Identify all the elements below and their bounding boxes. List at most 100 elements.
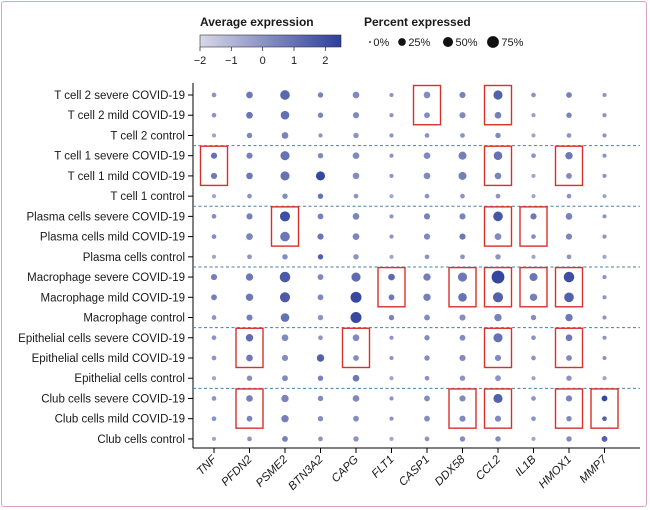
expression-dot: [211, 416, 217, 422]
expression-dot: [389, 376, 394, 381]
expression-dot: [389, 254, 394, 259]
expression-dot: [282, 375, 288, 382]
expression-dot: [531, 133, 536, 138]
expression-dot: [246, 354, 253, 362]
expression-dot: [494, 172, 502, 180]
size-legend-title: Percent expressed: [364, 15, 471, 29]
highlight-box: [519, 266, 548, 308]
expression-dot: [602, 275, 607, 280]
expression-dot: [531, 194, 536, 199]
expression-dot: [459, 415, 466, 422]
expression-dot: [388, 314, 395, 321]
expression-dot: [282, 436, 288, 442]
expression-dot: [602, 315, 607, 320]
expression-dot: [563, 271, 575, 283]
expression-dot: [317, 233, 324, 240]
expression-dot: [389, 416, 394, 421]
row-label: Epithelial cells control: [74, 373, 185, 385]
expression-dot: [211, 436, 217, 441]
expression-dot: [389, 194, 394, 199]
expression-dot: [459, 213, 466, 220]
expression-dot: [423, 293, 431, 301]
gene-label: TNF: [195, 453, 220, 478]
expression-dot: [530, 213, 537, 220]
expression-dot: [350, 291, 362, 303]
expression-dot: [352, 374, 360, 382]
expression-dot: [566, 436, 572, 442]
highlight-box: [554, 327, 584, 369]
expression-dot: [389, 436, 394, 441]
highlight-box: [483, 84, 513, 126]
row-label: Club cells severe COVID-19: [41, 393, 185, 405]
row-label: Club cells control: [97, 434, 185, 446]
expression-dot: [211, 294, 217, 301]
group-separators: [193, 145, 640, 389]
expression-dot: [210, 152, 218, 159]
expression-dot: [493, 393, 503, 404]
expression-dot: [531, 396, 536, 401]
gene-label: DDX58: [433, 453, 468, 488]
highlight-box: [554, 388, 584, 429]
expression-dot: [352, 334, 360, 342]
expression-dot: [531, 113, 536, 118]
highlight-box: [519, 206, 548, 247]
expression-dot: [389, 173, 394, 178]
expression-dot: [280, 90, 290, 100]
expression-dot: [564, 292, 574, 303]
expression-dot: [459, 112, 466, 119]
highlight-box: [590, 388, 619, 429]
expression-dot: [210, 172, 218, 180]
expression-dot: [389, 355, 394, 361]
plot-area: T cell 2 severe COVID-19 T cell 2 mild CO…: [18, 83, 640, 493]
highlight-box: [412, 84, 442, 126]
expression-dot: [602, 153, 607, 158]
expression-dot: [531, 254, 536, 259]
color-legend-tick-label: 2: [322, 55, 328, 67]
expression-dot: [602, 355, 607, 361]
expression-dot: [493, 211, 503, 222]
expression-dot: [602, 376, 607, 381]
expression-dot: [245, 293, 254, 301]
expression-dot: [352, 233, 360, 240]
expression-dot: [602, 173, 607, 178]
expression-dot: [389, 214, 394, 219]
expression-dot: [317, 294, 324, 301]
expression-dot: [602, 234, 607, 239]
expression-dot: [529, 273, 538, 282]
expression-dot: [245, 334, 254, 342]
expression-dot: [531, 234, 536, 239]
expression-dot: [566, 415, 572, 422]
row-label: T cell 2 control: [110, 130, 185, 142]
expression-dot: [211, 92, 217, 98]
highlight-box: [199, 145, 229, 187]
highlight-box: [483, 388, 513, 429]
expression-dot: [459, 354, 466, 362]
expression-dot: [353, 193, 359, 199]
expression-dot: [211, 194, 217, 199]
size-legend-dot: [487, 36, 499, 48]
expression-dot: [566, 193, 572, 199]
row-label: Club cells mild COVID-19: [55, 414, 185, 426]
expression-dot: [424, 355, 430, 361]
expression-dot: [565, 233, 573, 240]
dot-marks: [210, 90, 608, 442]
expression-dot: [211, 376, 217, 381]
expression-dot: [210, 273, 218, 281]
expression-dot: [389, 133, 394, 138]
expression-dot: [565, 313, 573, 322]
color-legend-bar: [199, 34, 342, 48]
row-label: T cell 1 mild COVID-19: [68, 171, 185, 183]
color-legend-tick-label: 0: [260, 55, 266, 67]
expression-dot: [317, 112, 324, 118]
expression-dot: [423, 233, 431, 240]
gene-label: MMP7: [578, 453, 610, 485]
expression-dot: [389, 113, 394, 118]
expression-dot: [211, 112, 217, 118]
expression-dot: [459, 314, 466, 321]
expression-dot: [389, 396, 394, 401]
expression-dot: [491, 270, 505, 284]
expression-dot: [424, 335, 430, 341]
highlight-box: [270, 206, 300, 247]
